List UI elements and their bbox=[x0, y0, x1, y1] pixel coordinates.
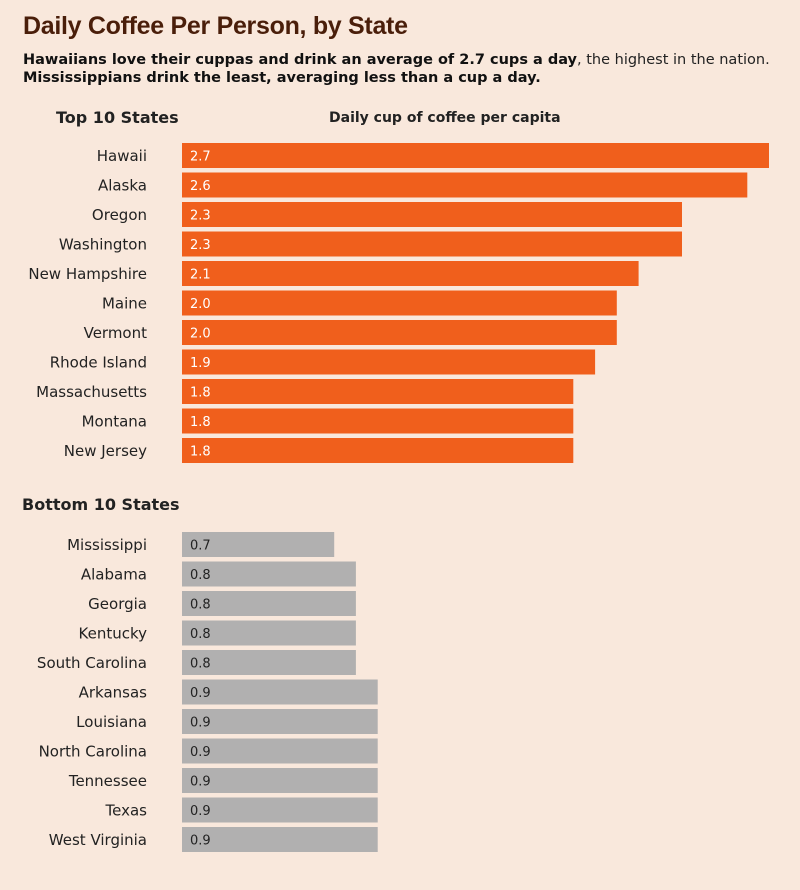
bar-maine bbox=[182, 290, 617, 316]
value-label-alabama: 0.8 bbox=[190, 568, 211, 583]
bar-arkansas bbox=[182, 679, 378, 705]
category-label-vermont: Vermont bbox=[84, 324, 148, 342]
bar-vermont bbox=[182, 320, 617, 345]
bar-washington bbox=[182, 231, 682, 257]
value-label-montana: 1.8 bbox=[190, 415, 211, 430]
subtitle-highlight-hawaii: Hawaiians love their cuppas and drink an… bbox=[23, 52, 577, 68]
value-label-west-virginia: 0.9 bbox=[190, 834, 211, 849]
bar-massachusetts bbox=[182, 379, 574, 404]
category-label-west-virginia: West Virginia bbox=[49, 831, 147, 849]
value-label-maine: 2.0 bbox=[190, 297, 211, 312]
category-label-louisiana: Louisiana bbox=[76, 713, 147, 731]
category-label-north-carolina: North Carolina bbox=[39, 743, 147, 761]
value-label-washington: 2.3 bbox=[190, 238, 211, 253]
value-label-kentucky: 0.8 bbox=[190, 627, 211, 642]
category-label-oregon: Oregon bbox=[92, 206, 147, 224]
bar-rhode-island bbox=[182, 349, 596, 375]
value-label-alaska: 2.6 bbox=[190, 179, 211, 194]
top-10-heading: Top 10 States bbox=[56, 108, 179, 127]
bar-hawaii bbox=[182, 143, 769, 168]
bar-north-carolina bbox=[182, 738, 378, 764]
category-label-alabama: Alabama bbox=[81, 566, 147, 584]
category-label-mississippi: Mississippi bbox=[67, 536, 147, 554]
category-label-alaska: Alaska bbox=[98, 177, 147, 195]
category-label-rhode-island: Rhode Island bbox=[50, 354, 147, 372]
bar-louisiana bbox=[182, 709, 378, 734]
bottom-10-heading: Bottom 10 States bbox=[22, 495, 180, 514]
value-label-new-jersey: 1.8 bbox=[190, 445, 211, 460]
bar-mississippi bbox=[182, 532, 335, 557]
value-label-massachusetts: 1.8 bbox=[190, 386, 211, 401]
category-label-hawaii: Hawaii bbox=[97, 147, 147, 165]
value-label-texas: 0.9 bbox=[190, 804, 211, 819]
category-label-arkansas: Arkansas bbox=[79, 684, 148, 702]
bar-texas bbox=[182, 797, 378, 823]
bar-georgia bbox=[182, 591, 356, 616]
value-label-vermont: 2.0 bbox=[190, 327, 211, 342]
bar-new-hampshire bbox=[182, 261, 639, 286]
bar-oregon bbox=[182, 202, 682, 227]
bar-west-virginia bbox=[182, 827, 378, 852]
category-label-south-carolina: South Carolina bbox=[37, 654, 147, 672]
value-label-louisiana: 0.9 bbox=[190, 716, 211, 731]
bar-alabama bbox=[182, 561, 356, 587]
value-label-north-carolina: 0.9 bbox=[190, 745, 211, 760]
value-label-rhode-island: 1.9 bbox=[190, 356, 211, 371]
value-label-mississippi: 0.7 bbox=[190, 539, 211, 554]
subtitle-highlight-mississippi: Mississippians drink the least, averagin… bbox=[23, 70, 541, 86]
category-label-montana: Montana bbox=[82, 413, 147, 431]
bar-tennessee bbox=[182, 768, 378, 793]
category-label-new-hampshire: New Hampshire bbox=[28, 265, 147, 283]
value-label-georgia: 0.8 bbox=[190, 598, 211, 613]
value-label-arkansas: 0.9 bbox=[190, 686, 211, 701]
value-label-tennessee: 0.9 bbox=[190, 775, 211, 790]
bar-kentucky bbox=[182, 620, 356, 646]
category-label-georgia: Georgia bbox=[88, 595, 147, 613]
chart-subtitle: Hawaiians love their cuppas and drink an… bbox=[23, 51, 783, 87]
bar-alaska bbox=[182, 172, 748, 198]
bar-montana bbox=[182, 408, 574, 434]
value-label-hawaii: 2.7 bbox=[190, 150, 211, 165]
category-label-texas: Texas bbox=[105, 802, 148, 820]
axis-label: Daily cup of coffee per capita bbox=[329, 110, 561, 126]
value-label-new-hampshire: 2.1 bbox=[190, 268, 211, 283]
bar-new-jersey bbox=[182, 438, 574, 463]
value-label-oregon: 2.3 bbox=[190, 209, 211, 224]
category-label-washington: Washington bbox=[59, 236, 147, 254]
subtitle-text: , the highest in the nation. bbox=[577, 52, 770, 68]
category-label-new-jersey: New Jersey bbox=[64, 442, 147, 460]
category-label-maine: Maine bbox=[102, 295, 147, 313]
category-label-tennessee: Tennessee bbox=[68, 772, 147, 790]
bar-south-carolina bbox=[182, 650, 356, 675]
category-label-massachusetts: Massachusetts bbox=[36, 383, 147, 401]
chart-title: Daily Coffee Per Person, by State bbox=[23, 12, 408, 40]
category-label-kentucky: Kentucky bbox=[79, 625, 148, 643]
value-label-south-carolina: 0.8 bbox=[190, 657, 211, 672]
